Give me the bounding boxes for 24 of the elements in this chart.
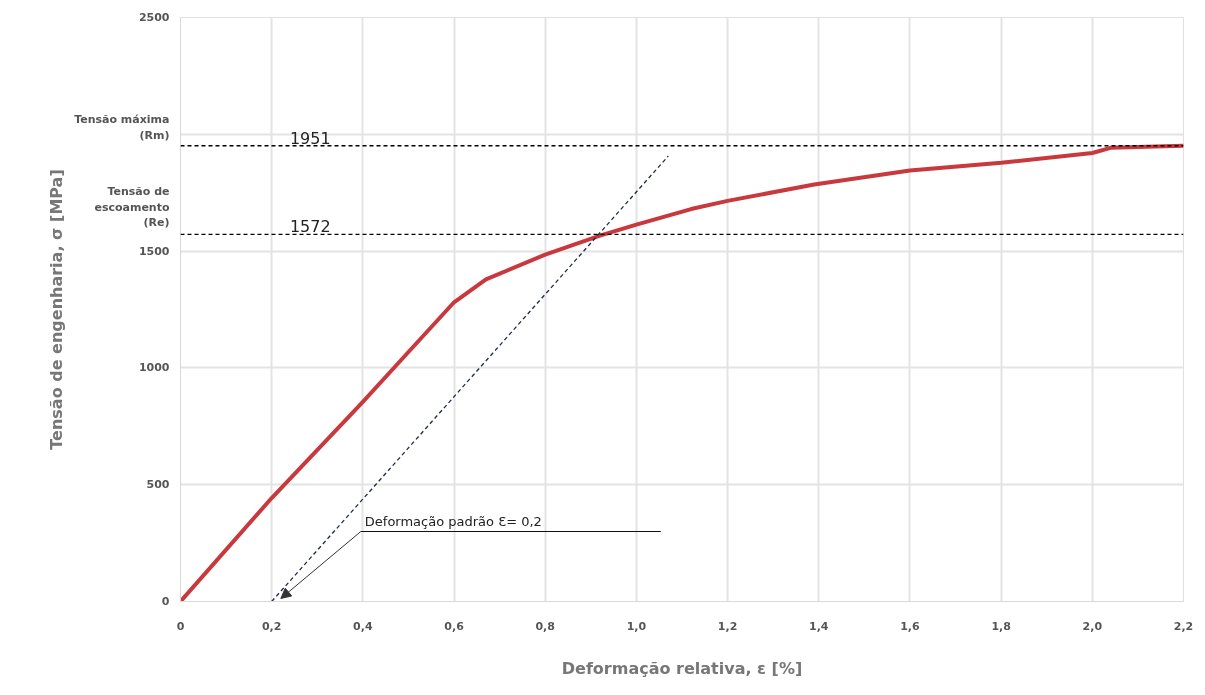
ref-line-label: 1572 xyxy=(289,217,331,237)
y-tick-label: 2500 xyxy=(138,11,170,24)
y-axis-title: Tensão de engenharia, σ [MPa] xyxy=(47,169,67,450)
x-tick-label: 1,4 xyxy=(809,619,829,633)
x-tick-label: 1,8 xyxy=(991,619,1011,633)
ref-line-label: 1951 xyxy=(289,128,331,148)
y-tick-label: 1000 xyxy=(138,361,170,375)
text: Tensão máxima (Rm) xyxy=(74,113,170,143)
x-axis-title: Deformação relativa, ε [%] xyxy=(561,658,803,678)
x-tick-label: 0,8 xyxy=(535,619,555,633)
x-tick-label: 2,2 xyxy=(1173,619,1194,633)
annotation: Deformação padrão Ɛ= 0,2 xyxy=(364,513,542,529)
y-tick-label: 500 xyxy=(146,478,170,492)
x-tick-label: 0 xyxy=(176,619,185,633)
x-tick-label: 2,0 xyxy=(1082,619,1103,633)
y-tick-label: 0 xyxy=(161,595,170,608)
text: Tensão de escoamento (Re) xyxy=(94,185,170,230)
x-tick-label: 0,4 xyxy=(353,619,373,633)
x-tick-label: 1,0 xyxy=(626,619,647,633)
x-tick-label: 1,2 xyxy=(717,619,738,633)
x-tick-label: 0,6 xyxy=(444,619,465,633)
y-tick-label: 1500 xyxy=(138,244,170,258)
x-tick-label: 1,6 xyxy=(900,619,921,633)
x-tick-label: 0,2 xyxy=(261,619,282,633)
